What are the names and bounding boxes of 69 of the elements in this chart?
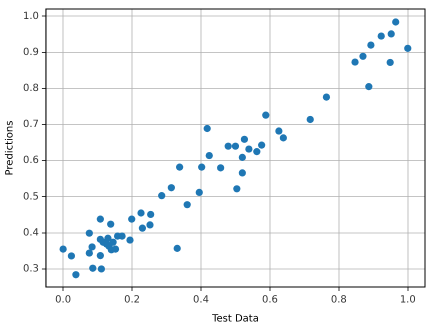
point	[88, 243, 96, 251]
point	[367, 42, 374, 49]
point	[176, 164, 184, 171]
point	[217, 164, 224, 172]
y-tick-label: 0.9	[22, 46, 39, 58]
point	[275, 127, 282, 135]
point	[98, 265, 105, 273]
point	[240, 136, 248, 143]
x-tick-label: 0.6	[262, 294, 278, 306]
point	[110, 238, 117, 246]
point	[158, 192, 166, 200]
point	[322, 93, 330, 101]
point	[86, 249, 93, 257]
y-tick-label: 0.3	[22, 264, 39, 275]
point	[280, 134, 287, 142]
point	[174, 244, 181, 252]
point	[104, 234, 112, 242]
point	[233, 185, 240, 192]
point	[392, 18, 400, 26]
y-tick-label: 0.8	[22, 83, 39, 94]
point	[204, 124, 211, 132]
point	[245, 145, 252, 153]
x-tick-label: 0.4	[193, 294, 209, 306]
point	[365, 83, 372, 90]
point	[253, 148, 260, 156]
point	[96, 216, 104, 223]
x-tick-label: 1.0	[400, 294, 416, 306]
y-tick-label: 0.7	[22, 119, 39, 130]
point	[96, 252, 104, 260]
point	[238, 169, 246, 177]
x-axis-title: Test Data	[211, 314, 259, 325]
point	[60, 245, 67, 253]
y-tick-label: 0.5	[22, 191, 39, 202]
point	[72, 271, 80, 278]
y-axis-title: Predictions	[4, 120, 16, 176]
point	[89, 264, 96, 272]
point	[86, 230, 93, 237]
point	[359, 52, 367, 60]
point	[168, 184, 175, 192]
point	[388, 30, 395, 38]
point	[378, 32, 385, 40]
point	[232, 142, 240, 150]
point	[128, 216, 136, 223]
point	[224, 142, 232, 150]
point	[238, 154, 246, 161]
point	[138, 224, 146, 232]
x-tick-label: 0.8	[330, 294, 347, 306]
point	[206, 152, 213, 160]
point	[196, 188, 203, 196]
point	[258, 142, 266, 149]
point	[147, 210, 154, 218]
point	[137, 209, 145, 217]
x-tick-label: 0.2	[124, 294, 140, 306]
y-tick-label: 0.4	[22, 227, 39, 238]
point	[386, 58, 394, 66]
point	[351, 58, 359, 66]
point	[107, 220, 114, 228]
point	[306, 116, 314, 124]
point	[184, 201, 191, 208]
point	[262, 112, 270, 119]
y-tick-label: 0.6	[22, 155, 39, 166]
point	[126, 236, 134, 244]
x-tick-label: 0.0	[55, 294, 72, 306]
point	[112, 245, 120, 253]
point	[68, 252, 76, 260]
point	[198, 164, 206, 171]
point	[146, 221, 154, 228]
y-tick-label: 1.0	[22, 10, 39, 22]
point	[404, 44, 412, 52]
